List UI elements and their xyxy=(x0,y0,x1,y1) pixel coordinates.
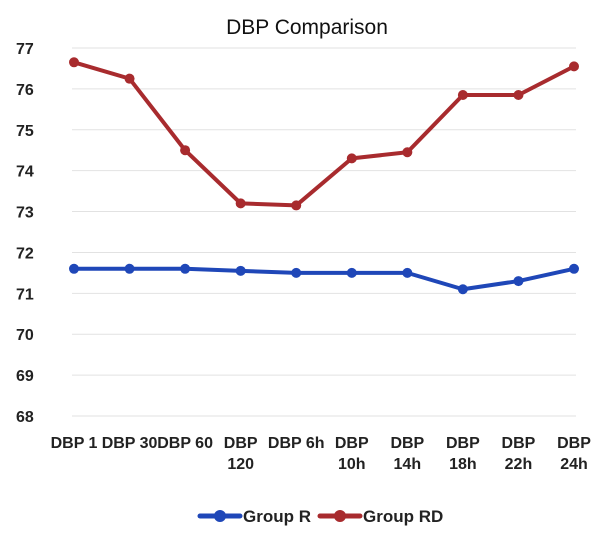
x-tick-label: DBP 24h xyxy=(557,435,591,473)
x-tick-label: DBP 1 xyxy=(51,435,98,452)
data-point xyxy=(124,263,135,274)
y-tick-label: 71 xyxy=(16,286,34,303)
series-line xyxy=(72,266,576,292)
y-tick-label: 72 xyxy=(16,245,34,262)
y-tick-label: 76 xyxy=(16,82,34,99)
data-point xyxy=(180,263,191,274)
data-point xyxy=(346,267,357,278)
y-tick-label: 68 xyxy=(16,409,34,426)
x-tick-label: DBP 6h xyxy=(268,435,325,452)
y-tick-label: 73 xyxy=(16,205,34,222)
chart-title: DBP Comparison xyxy=(226,16,388,39)
legend-item-group-r: Group R xyxy=(197,507,311,526)
legend-swatch-marker xyxy=(214,510,226,522)
legend: Group R Group RD xyxy=(197,507,443,526)
data-point xyxy=(569,61,579,72)
data-point xyxy=(402,267,413,278)
grid xyxy=(72,47,576,417)
y-tick-label: 70 xyxy=(16,327,34,344)
y-tick-label: 75 xyxy=(16,123,34,140)
data-point xyxy=(291,267,302,278)
data-point xyxy=(513,276,524,287)
x-tick-label: DBP 60 xyxy=(157,435,213,452)
legend-label: Group R xyxy=(243,507,311,526)
y-axis-ticks: 68 69 70 71 72 73 74 75 76 77 xyxy=(16,41,34,426)
legend-label: Group RD xyxy=(363,507,443,526)
x-tick-label: DBP 18h xyxy=(446,435,480,473)
x-tick-label: DBP 22h xyxy=(502,435,536,473)
data-point xyxy=(124,73,135,84)
data-point xyxy=(569,263,579,274)
data-point xyxy=(457,284,468,295)
series-group-r xyxy=(69,263,579,295)
data-point xyxy=(346,153,357,164)
x-axis-ticks: DBP 1 DBP 30 DBP 60 DBP 120 DBP 6h DBP 10h DBP 14… xyxy=(51,435,592,473)
x-tick-label: DBP 30 xyxy=(102,435,158,452)
data-point xyxy=(402,147,413,158)
data-point xyxy=(69,263,79,274)
data-point xyxy=(235,265,246,276)
data-point xyxy=(513,90,524,101)
y-tick-label: 77 xyxy=(16,41,34,58)
data-point xyxy=(291,200,302,211)
data-point xyxy=(180,145,191,156)
x-tick-label: DBP 120 xyxy=(224,435,258,473)
data-point xyxy=(69,57,79,68)
y-tick-label: 74 xyxy=(16,164,34,181)
series-group-rd xyxy=(69,57,579,211)
x-tick-label: DBP 10h xyxy=(335,435,369,473)
x-tick-label: DBP 14h xyxy=(390,435,424,473)
data-point xyxy=(457,90,468,101)
series-lines xyxy=(69,57,579,295)
series-line xyxy=(72,60,576,208)
y-tick-label: 69 xyxy=(16,368,34,385)
legend-swatch-marker xyxy=(334,510,346,522)
legend-item-group-rd: Group RD xyxy=(317,507,443,526)
data-point xyxy=(235,198,246,209)
